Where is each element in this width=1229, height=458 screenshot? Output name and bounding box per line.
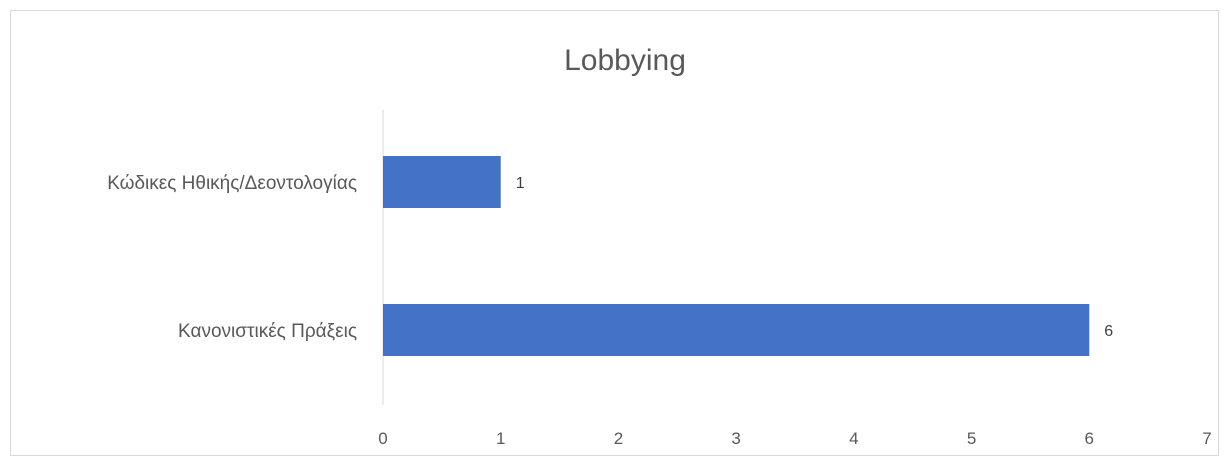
x-tick-label-3: 3 [731, 429, 740, 448]
bar-1 [383, 156, 501, 208]
chart-title: Lobbying [564, 44, 686, 77]
x-tick-label-4: 4 [849, 429, 858, 448]
category-label-2: Κανονιστικές Πράξεις [178, 321, 357, 342]
x-tick-label-5: 5 [967, 429, 976, 448]
ticks-layer: 0 1 2 3 4 5 6 7 [378, 429, 1211, 448]
chart-frame [10, 10, 1219, 456]
x-tick-label-1: 1 [496, 429, 505, 448]
data-label-2: 6 [1104, 323, 1113, 340]
bar-2 [383, 304, 1090, 356]
x-tick-label-2: 2 [614, 429, 623, 448]
x-tick-label-0: 0 [378, 429, 387, 448]
category-label-1: Κώδικες Ηθικής/Δεοντολογίας [107, 173, 357, 194]
x-tick-label-7: 7 [1202, 429, 1211, 448]
bars-layer [383, 156, 1090, 356]
data-label-1: 1 [516, 175, 525, 192]
labels-layer: Κώδικες Ηθικής/Δεοντολογίας 1 Κανονιστικές… [107, 173, 1113, 342]
x-tick-label-6: 6 [1085, 429, 1094, 448]
